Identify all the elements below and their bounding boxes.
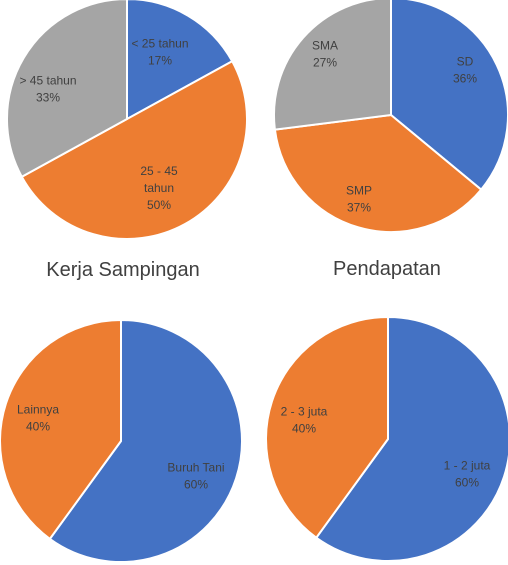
slice-label-smp: SMP 37% bbox=[346, 184, 372, 215]
slice-label-25-tahun: < 25 tahun 17% bbox=[131, 37, 188, 68]
pie-slice-lainnya bbox=[0, 318, 122, 541]
slice-label-sd: SD 36% bbox=[453, 55, 477, 86]
pie-slice-1-2-juta bbox=[314, 315, 508, 562]
chart-title-kerja-sampingan: Kerja Sampingan bbox=[46, 259, 199, 281]
pie-chart-4: 1 - 2 juta 60% 2 - 3 juta 40% bbox=[265, 315, 508, 562]
pie-chart-3: Buruh Tani 60% Lainnya 40% bbox=[0, 318, 243, 563]
pie-slice-45-tahun bbox=[6, 0, 128, 179]
pie-slice-sd bbox=[390, 0, 508, 191]
slice-label-45-tahun: > 45 tahun 33% bbox=[19, 74, 76, 105]
slice-label-2-3-juta: 2 - 3 juta 40% bbox=[281, 405, 328, 436]
pie-slice-25-tahun bbox=[126, 0, 234, 121]
slice-label-1-2-juta: 1 - 2 juta 60% bbox=[444, 459, 491, 490]
slice-label-25-45-tahun: 25 - 45 tahun 50% bbox=[140, 164, 178, 212]
chart-title-pendapatan: Pendapatan bbox=[333, 258, 441, 280]
pie-slice-buruh-tani bbox=[48, 318, 243, 563]
pie-chart-2: SD 36% SMP 37% SMA 27% bbox=[273, 0, 508, 233]
pie-slice-2-3-juta bbox=[265, 315, 389, 540]
pie-slice-smp bbox=[273, 113, 483, 233]
pie-chart-1: < 25 tahun 17% 25 - 45 tahun 50% > 45 tahun 33… bbox=[6, 0, 248, 240]
slice-label-buruh-tani: Buruh Tani 60% bbox=[167, 461, 224, 492]
slice-label-lainnya: Lainnya 40% bbox=[17, 403, 59, 434]
pie-slice-25-45-tahun bbox=[20, 59, 248, 240]
pie-slice-sma bbox=[273, 0, 392, 131]
slice-label-sma: SMA 27% bbox=[312, 39, 338, 70]
